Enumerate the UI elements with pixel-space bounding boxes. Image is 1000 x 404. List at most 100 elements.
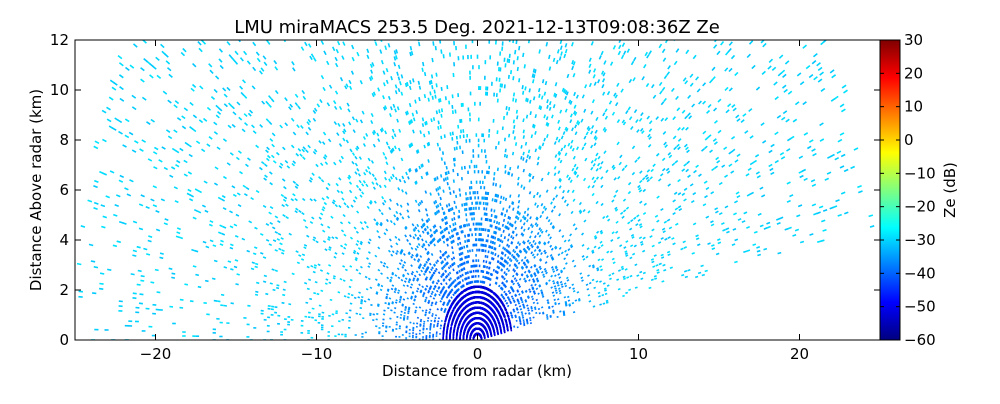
echo-gate [287,166,290,168]
echo-gate [603,79,605,83]
echo-gate [239,117,242,120]
echo-gate [519,200,520,203]
echo-gate [715,166,718,168]
echo-gate [320,100,322,103]
echo-gate [602,295,604,296]
echo-gate [635,264,637,265]
echo-gate [567,297,569,298]
echo-gate [737,154,740,156]
echo-gate [540,215,541,218]
echo-gate [818,79,822,82]
echo-gate [452,246,453,249]
echo-gate [269,96,272,99]
echo-gate [653,266,656,267]
echo-gate [422,239,423,241]
echo-gate [326,187,328,189]
echo-gate [513,76,514,80]
echo-gate [625,251,627,252]
echo-gate [419,166,420,169]
echo-gate [635,160,637,163]
echo-gate [651,169,653,171]
echo-gate [529,156,530,159]
echo-gate [442,108,443,112]
echo-gate [449,187,450,190]
echo-gate [411,284,413,285]
echo-gate [350,190,352,192]
echo-gate [523,169,524,172]
echo-gate [507,268,508,270]
echo-gate [531,296,533,297]
echo-gate [600,266,602,267]
echo-gate [535,114,536,118]
echo-gate [563,268,565,270]
echo-gate [729,164,732,166]
echo-gate [431,303,433,304]
echo-gate [371,76,373,80]
echo-gate [565,285,567,286]
echo-gate [531,285,533,287]
echo-gate [572,260,574,262]
echo-gate [640,118,642,121]
echo-gate [526,98,527,102]
echo-gate [688,270,691,271]
echo-gate [425,191,426,194]
echo-gate [605,129,607,132]
echo-gate [638,219,640,221]
echo-gate [397,119,398,122]
echo-gate [423,225,424,228]
echo-gate [430,81,431,85]
echo-gate [857,186,861,188]
echo-gate [396,211,398,213]
echo-gate [508,221,509,224]
echo-gate [629,183,631,185]
echo-gate [280,163,283,165]
echo-gate [769,59,772,62]
echo-gate [556,82,557,86]
echo-gate [398,188,399,191]
echo-gate [583,210,585,212]
echo-gate [456,195,457,198]
echo-gate [438,143,439,146]
echo-gate [493,252,494,255]
echo-gate [733,108,736,111]
echo-gate [430,92,431,96]
echo-gate [430,279,431,281]
echo-gate [330,85,332,88]
echo-gate [527,155,528,158]
echo-gate [385,131,386,134]
echo-gate [711,224,714,226]
echo-gate [453,269,454,271]
echo-gate [526,319,528,320]
echo-gate [228,125,231,128]
echo-gate [668,184,671,186]
echo-gate [534,97,535,101]
echo-gate [386,229,388,231]
echo-gate [546,317,548,318]
echo-gate [508,172,509,175]
echo-gate [640,272,643,273]
echo-gate [504,272,505,274]
echo-gate [657,270,660,271]
echo-gate [618,51,620,55]
echo-gate [654,276,657,277]
echo-gate [783,85,787,88]
echo-gate [464,268,465,271]
echo-gate [340,106,342,109]
echo-gate [514,278,515,280]
echo-gate [134,44,138,47]
echo-gate [511,296,512,298]
echo-gate [546,282,548,283]
echo-gate [273,161,276,163]
echo-gate [596,281,598,282]
echo-gate [156,57,160,60]
echo-gate [658,242,661,243]
echo-gate [596,117,598,120]
echo-gate [437,176,438,179]
echo-gate [519,250,520,252]
echo-gate [441,174,442,177]
echo-gate [689,116,692,119]
echo-gate [697,89,700,92]
echo-gate [422,68,423,72]
echo-gate [584,136,586,139]
echo-gate [314,58,316,62]
